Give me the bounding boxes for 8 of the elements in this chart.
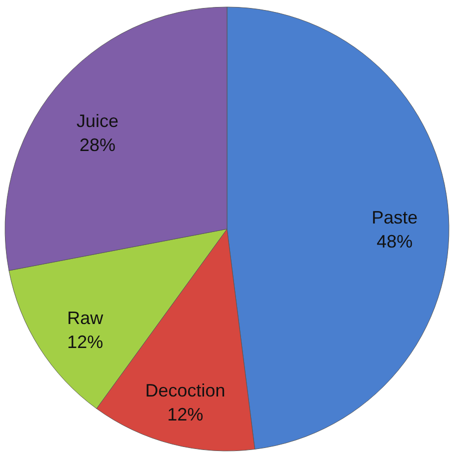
- slice-label: Paste: [372, 207, 418, 228]
- slice-label: Raw: [67, 308, 104, 328]
- data-label: 12%: [67, 332, 104, 352]
- data-label: 48%: [376, 231, 413, 252]
- slice-label: Decoction: [145, 380, 226, 401]
- data-label: 12%: [167, 404, 204, 425]
- data-label: 28%: [80, 134, 116, 155]
- slice-label: Juice: [76, 110, 119, 131]
